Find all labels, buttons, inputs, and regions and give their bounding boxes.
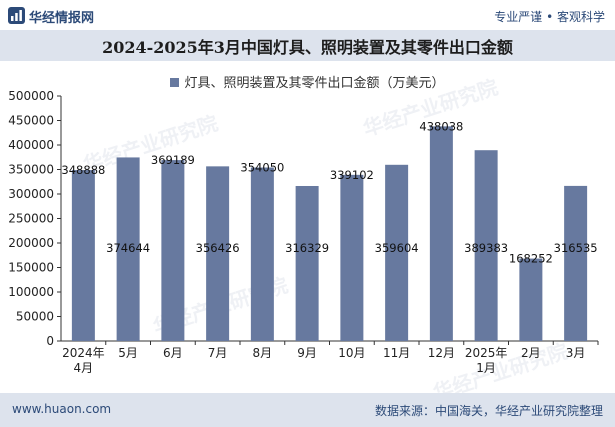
bar [71,170,95,341]
y-tick-label: 400000 [8,138,54,152]
y-tick-label: 350000 [8,163,54,177]
tagline: 专业严谨 • 客观科学 [494,10,605,24]
x-tick-label: 7月 [208,346,228,360]
y-tick-label: 0 [46,334,54,348]
x-tick-label: 2月 [521,346,541,360]
footer-source: 数据来源：中国海关，华经产业研究院整理 [374,404,603,418]
top-bar: 华经情报网 专业严谨 • 客观科学 [0,0,615,30]
y-tick-label: 200000 [8,236,54,250]
x-tick-label: 1月 [476,361,496,375]
x-tick-label: 4月 [74,361,94,375]
x-tick-label: 2025年 [465,346,508,360]
y-tick-label: 500000 [8,89,54,103]
data-label: 316535 [554,241,598,255]
data-label: 359604 [375,241,419,255]
data-label: 438038 [419,119,463,133]
y-tick-label: 50000 [16,310,54,324]
data-label: 389383 [464,241,508,255]
legend-label: 灯具、照明装置及其零件出口金额（万美元） [184,76,445,91]
x-tick-label: 6月 [163,346,183,360]
y-tick-label: 150000 [8,261,54,275]
bar [161,160,185,341]
x-tick-label: 12月 [428,346,455,360]
chart-legend: 灯具、照明装置及其零件出口金额（万美元） [0,72,615,91]
x-tick-label: 10月 [338,346,365,360]
data-label: 168252 [509,252,553,266]
y-tick-label: 250000 [8,212,54,226]
x-tick-label: 9月 [297,346,317,360]
data-label: 354050 [240,161,284,175]
x-tick-label: 8月 [253,346,273,360]
bar [429,126,453,341]
bar [340,174,364,341]
y-tick-label: 100000 [8,285,54,299]
data-label: 374644 [106,241,150,255]
bar [206,166,230,341]
legend-swatch [170,78,180,87]
bar [250,167,274,341]
bar [564,185,588,341]
y-tick-label: 450000 [8,114,54,128]
bar [116,157,140,341]
data-label: 348888 [61,163,105,177]
chart-title: 2024-2025年3月中国灯具、照明装置及其零件出口金额 [0,30,615,61]
bar [295,185,319,341]
x-tick-label: 2024年 [62,346,105,360]
bar [519,258,543,341]
data-label: 339102 [330,168,374,182]
bar [385,164,409,341]
data-label: 356426 [196,241,240,255]
data-label: 316329 [285,241,329,255]
brand-logo-icon [8,7,25,24]
x-tick-label: 5月 [118,346,138,360]
x-tick-label: 3月 [566,346,586,360]
data-label: 369189 [151,153,195,167]
bar [474,150,498,341]
brand-name: 华经情报网 [29,11,95,26]
x-tick-label: 11月 [383,346,410,360]
footer: www.huaon.com 数据来源：中国海关，华经产业研究院整理 [0,393,615,427]
footer-website: www.huaon.com [12,402,112,416]
y-tick-label: 300000 [8,187,54,201]
